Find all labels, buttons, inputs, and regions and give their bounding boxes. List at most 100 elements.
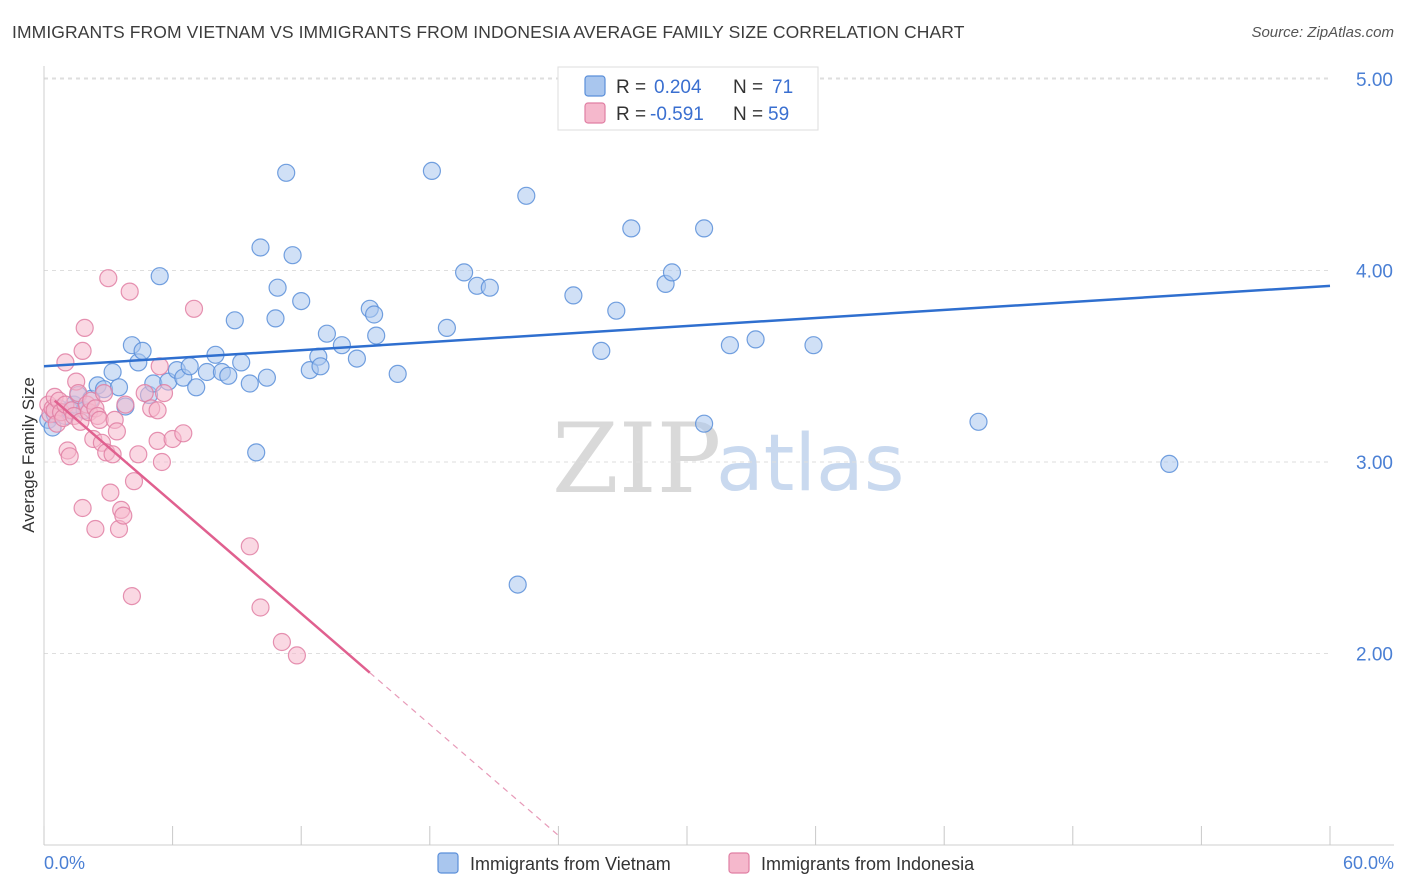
data-point-vietnam — [607, 301, 626, 320]
legend-swatch-indonesia — [584, 102, 606, 124]
data-point-indonesia — [75, 318, 94, 337]
data-point-vietnam — [517, 186, 536, 205]
data-point-indonesia — [124, 472, 144, 491]
data-point-vietnam — [257, 368, 276, 387]
data-point-indonesia — [107, 422, 127, 441]
data-point-vietnam — [332, 336, 351, 355]
data-point-indonesia — [101, 483, 120, 502]
data-point-vietnam — [251, 238, 270, 257]
data-point-vietnam — [694, 414, 714, 433]
data-point-indonesia — [60, 447, 79, 466]
data-point-vietnam — [219, 366, 238, 385]
watermark-atlas: atlas — [716, 419, 905, 509]
x-tick-max: 60.0% — [1343, 853, 1394, 873]
data-point-vietnam — [292, 292, 311, 311]
y-tick-label: 2.00 — [1356, 645, 1393, 666]
watermark: ZIP atlas — [552, 403, 905, 515]
data-point-vietnam — [240, 374, 259, 393]
data-point-vietnam — [103, 362, 122, 382]
watermark-zip: ZIP — [552, 403, 721, 515]
data-point-vietnam — [347, 349, 366, 368]
axes — [43, 66, 1394, 846]
data-point-vietnam — [694, 219, 714, 238]
data-point-indonesia — [73, 341, 92, 360]
data-point-indonesia — [174, 424, 193, 443]
data-point-indonesia — [56, 353, 75, 372]
data-point-indonesia — [116, 395, 135, 414]
data-point-vietnam — [283, 246, 302, 265]
data-point-vietnam — [746, 330, 765, 349]
data-point-indonesia — [114, 506, 133, 525]
data-point-vietnam — [277, 163, 296, 182]
data-point-vietnam — [564, 286, 583, 305]
data-point-indonesia — [184, 299, 204, 318]
data-point-indonesia — [152, 452, 171, 472]
data-point-vietnam — [804, 336, 823, 355]
data-point-vietnam — [455, 263, 474, 282]
series-label-vietnam: Immigrants from Vietnam — [470, 854, 671, 874]
series-swatch-vietnam — [437, 852, 459, 874]
data-point-indonesia — [86, 519, 105, 539]
data-point-vietnam — [225, 311, 244, 330]
data-point-vietnam — [969, 412, 988, 431]
trend-line-indonesia — [53, 399, 371, 674]
data-point-indonesia — [251, 598, 270, 617]
legend-n-label-vietnam: N = — [733, 77, 763, 98]
legend-r-label-indonesia: R = — [616, 104, 646, 125]
y-tick-label: 5.00 — [1356, 70, 1393, 91]
data-point-vietnam — [480, 278, 499, 297]
series-label-indonesia: Immigrants from Indonesia — [761, 854, 975, 874]
x-tick-min: 0.0% — [44, 853, 85, 873]
data-point-vietnam — [720, 336, 740, 355]
trend-lines — [43, 284, 1331, 836]
y-tick-label: 3.00 — [1356, 453, 1393, 474]
data-point-vietnam — [1160, 454, 1179, 473]
data-point-indonesia — [73, 498, 92, 518]
source-credit: Source: ZipAtlas.com — [1251, 24, 1394, 41]
data-point-vietnam — [422, 161, 441, 180]
data-point-vietnam — [367, 326, 386, 345]
legend-n-value-vietnam: 71 — [772, 77, 793, 98]
y-tick-label: 4.00 — [1356, 262, 1393, 283]
data-point-vietnam — [187, 378, 206, 397]
data-point-indonesia — [148, 431, 167, 450]
data-point-vietnam — [388, 364, 407, 383]
data-point-indonesia — [129, 445, 148, 464]
data-point-indonesia — [154, 384, 174, 403]
data-point-vietnam — [437, 318, 456, 337]
data-point-vietnam — [317, 324, 336, 343]
data-point-vietnam — [662, 263, 682, 282]
data-point-indonesia — [120, 282, 139, 301]
data-point-vietnam — [622, 219, 641, 238]
data-point-vietnam — [247, 443, 266, 462]
data-point-vietnam — [365, 305, 384, 324]
legend-r-label-vietnam: R = — [616, 77, 646, 98]
data-point-indonesia — [94, 384, 114, 403]
legend-r-value-indonesia: -0.591 — [650, 104, 704, 125]
data-point-indonesia — [122, 586, 141, 606]
trend-line-indonesia-extension — [369, 672, 559, 836]
data-point-vietnam — [180, 357, 199, 376]
y-tick-labels: 2.00 3.00 4.00 5.00 — [1356, 70, 1393, 666]
data-point-indonesia — [240, 537, 259, 556]
data-point-indonesia — [135, 384, 154, 403]
data-point-indonesia — [103, 445, 122, 464]
data-points — [39, 161, 1179, 665]
data-point-vietnam — [266, 309, 285, 328]
data-point-vietnam — [232, 353, 251, 372]
stats-legend: R = 0.204 N = 71 R = -0.591 N = 59 — [557, 66, 819, 131]
data-point-indonesia — [99, 269, 118, 288]
legend-swatch-vietnam — [584, 75, 606, 97]
legend-r-value-vietnam: 0.204 — [654, 77, 702, 98]
data-point-indonesia — [148, 401, 167, 420]
data-point-vietnam — [150, 267, 169, 286]
chart-title: IMMIGRANTS FROM VIETNAM VS IMMIGRANTS FR… — [12, 22, 965, 42]
legend-n-label-indonesia: N = — [733, 104, 763, 125]
data-point-indonesia — [272, 632, 291, 652]
series-swatch-indonesia — [728, 852, 750, 874]
data-point-indonesia — [287, 646, 306, 665]
series-legend: Immigrants from Vietnam Immigrants from … — [437, 852, 975, 874]
trend-line-vietnam — [43, 284, 1331, 368]
data-point-vietnam — [311, 357, 330, 376]
